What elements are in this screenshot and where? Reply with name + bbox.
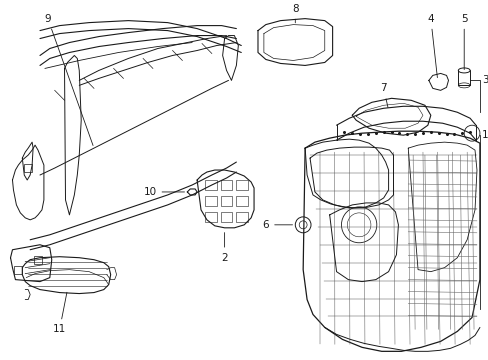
- Text: 6: 6: [262, 220, 292, 230]
- Text: 3: 3: [481, 75, 488, 85]
- Text: 4: 4: [427, 14, 436, 78]
- Text: 7: 7: [380, 84, 387, 108]
- Bar: [34, 256, 42, 264]
- Text: 8: 8: [291, 4, 298, 23]
- Bar: [220, 212, 232, 222]
- Bar: [15, 266, 22, 274]
- Text: 1: 1: [481, 130, 488, 140]
- Bar: [220, 196, 232, 206]
- Bar: [204, 212, 216, 222]
- Bar: [236, 180, 247, 190]
- Text: 11: 11: [53, 292, 67, 334]
- Bar: [236, 196, 247, 206]
- Bar: [204, 180, 216, 190]
- Text: 5: 5: [460, 14, 467, 69]
- Bar: [236, 212, 247, 222]
- Text: 2: 2: [221, 233, 227, 263]
- Text: 10: 10: [143, 187, 184, 197]
- Text: 9: 9: [44, 14, 93, 145]
- Bar: [220, 180, 232, 190]
- Bar: [204, 196, 216, 206]
- Bar: [24, 164, 32, 172]
